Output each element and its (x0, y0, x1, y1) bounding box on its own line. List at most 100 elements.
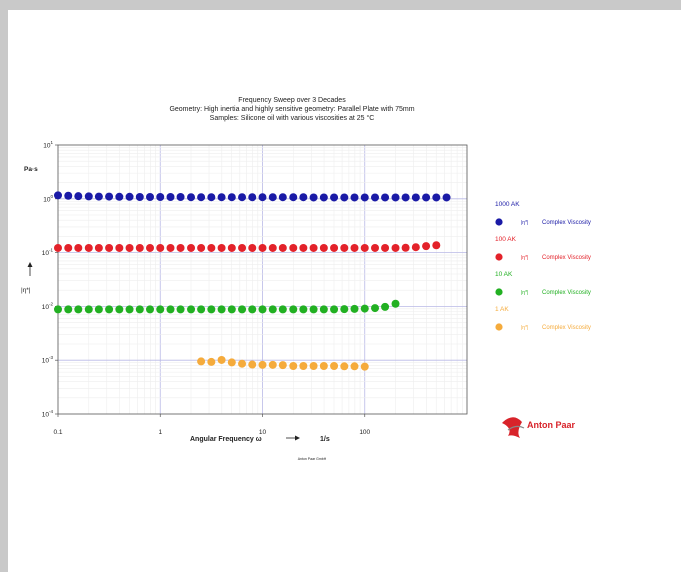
legend-group-label: 1000 AK (495, 201, 520, 208)
data-point (115, 305, 124, 314)
data-point (360, 243, 369, 252)
legend-group-label: 10 AK (495, 271, 513, 278)
grid (58, 145, 467, 414)
legend-group-label: 1 AK (495, 306, 509, 313)
data-point (319, 243, 328, 252)
x-axis-arrow-group (286, 435, 300, 441)
data-point (371, 193, 380, 202)
data-point (227, 358, 236, 367)
y-tick-exponent: 1 (50, 140, 53, 145)
data-point (278, 361, 287, 370)
legend-marker (495, 253, 503, 261)
y-tick-base: 10 (42, 412, 50, 419)
data-point (238, 359, 247, 368)
y-tick-base: 10 (42, 304, 50, 311)
data-point (227, 193, 236, 202)
y-tick-label: 100 (43, 194, 53, 204)
data-point (360, 304, 369, 313)
data-point (84, 192, 93, 201)
series-3 (197, 355, 369, 371)
data-point (299, 243, 308, 252)
y-tick-exponent: 0 (50, 194, 53, 199)
data-point (401, 193, 410, 202)
anton-paar-logo: Anton Paar (502, 417, 576, 438)
data-point (330, 243, 339, 252)
data-point (176, 305, 185, 314)
data-point (125, 243, 134, 252)
legend-symbol: |η*| (521, 325, 528, 331)
data-point (371, 243, 380, 252)
data-point (187, 305, 196, 314)
data-point (381, 193, 390, 202)
x-tick-label: 0.1 (53, 429, 62, 436)
data-point (422, 193, 431, 202)
data-point (268, 305, 277, 314)
y-tick-base: 10 (43, 196, 51, 203)
data-point (207, 305, 216, 314)
legend-series-name: Complex Viscosity (542, 325, 591, 331)
legend-symbol: |η*| (521, 290, 528, 296)
data-point (64, 305, 73, 314)
data-point (330, 362, 339, 371)
legend-group-label: 100 AK (495, 236, 517, 243)
data-point (238, 243, 247, 252)
y-axis-label: |η*| (21, 287, 31, 294)
y-tick-base: 10 (43, 143, 51, 150)
data-point (187, 243, 196, 252)
y-tick-label: 101 (43, 140, 53, 150)
logo-swoosh-accent-icon (507, 425, 525, 431)
data-points (54, 191, 451, 371)
data-point (197, 243, 206, 252)
data-point (74, 305, 83, 314)
data-point (94, 243, 103, 252)
y-tick-label: 10-1 (42, 248, 54, 258)
data-point (289, 243, 298, 252)
data-point (299, 193, 308, 202)
data-point (340, 193, 349, 202)
series-1 (54, 241, 441, 252)
data-point (411, 193, 420, 202)
data-point (135, 243, 144, 252)
frequency-sweep-chart: Frequency Sweep over 3 Decades Geometry:… (21, 97, 591, 461)
data-point (309, 243, 318, 252)
data-point (258, 305, 267, 314)
data-point (360, 362, 369, 371)
data-point (176, 193, 185, 202)
y-tick-exponent: -3 (49, 355, 53, 360)
data-point (156, 193, 165, 202)
data-point (319, 362, 328, 371)
data-point (268, 243, 277, 252)
legend-series-name: Complex Viscosity (542, 290, 591, 296)
data-point (330, 305, 339, 314)
y-tick-base: 10 (42, 250, 50, 257)
legend-symbol: |η*| (521, 220, 528, 226)
data-point (309, 193, 318, 202)
chart-subtitle-line-2: Samples: Silicone oil with various visco… (210, 114, 375, 122)
data-point (207, 193, 216, 202)
data-point (115, 243, 124, 252)
data-point (146, 305, 155, 314)
data-point (309, 305, 318, 314)
data-point (401, 243, 410, 252)
data-point (84, 305, 93, 314)
data-point (94, 192, 103, 201)
legend-marker (495, 288, 503, 296)
x-unit-label: 1/s (320, 436, 330, 443)
y-axis-arrow-head (27, 262, 33, 267)
data-point (54, 191, 62, 200)
data-point (248, 193, 257, 202)
data-point (350, 304, 359, 313)
x-axis-arrow-head (295, 435, 300, 441)
data-point (156, 305, 165, 314)
x-tick-label: 100 (359, 429, 370, 436)
logo-text: Anton Paar (527, 420, 576, 430)
y-tick-exponent: -4 (49, 409, 53, 414)
data-point (299, 305, 308, 314)
data-point (146, 243, 155, 252)
legend-symbol: |η*| (521, 255, 528, 261)
data-point (166, 193, 175, 202)
data-point (54, 305, 62, 314)
data-point (227, 243, 236, 252)
x-tick-labels: 0.1 1 10 100 (53, 414, 371, 436)
